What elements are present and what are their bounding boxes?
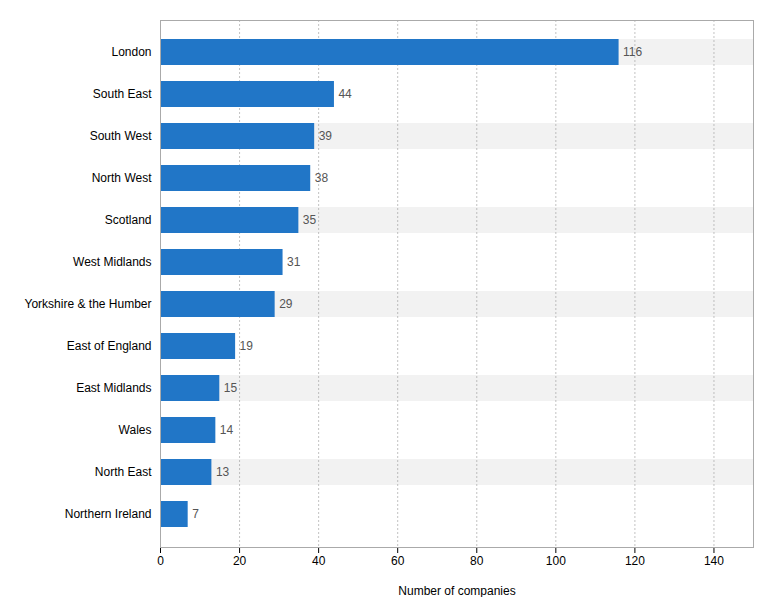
svg-text:0: 0 [157,554,164,568]
svg-text:39: 39 [319,129,333,143]
svg-text:15: 15 [224,381,238,395]
svg-text:North West: North West [92,171,152,185]
svg-text:Number of companies: Number of companies [398,584,515,597]
svg-text:Northern Ireland: Northern Ireland [65,507,152,521]
svg-text:Scotland: Scotland [105,213,152,227]
svg-text:140: 140 [704,554,724,568]
svg-text:60: 60 [391,554,405,568]
svg-text:31: 31 [287,255,301,269]
svg-text:20: 20 [233,554,247,568]
svg-text:38: 38 [315,171,329,185]
svg-text:13: 13 [216,465,230,479]
svg-text:London: London [111,45,151,59]
svg-text:40: 40 [312,554,326,568]
svg-text:South West: South West [90,129,152,143]
svg-text:14: 14 [220,423,234,437]
svg-text:120: 120 [625,554,645,568]
svg-text:South East: South East [93,87,152,101]
svg-text:East Midlands: East Midlands [76,381,151,395]
svg-text:Wales: Wales [119,423,152,437]
svg-text:Yorkshire & the Humber: Yorkshire & the Humber [25,297,152,311]
svg-text:29: 29 [279,297,293,311]
svg-text:100: 100 [546,554,566,568]
svg-text:35: 35 [303,213,317,227]
svg-text:East of England: East of England [67,339,152,353]
svg-text:West Midlands: West Midlands [73,255,151,269]
svg-text:80: 80 [470,554,484,568]
svg-text:44: 44 [338,87,352,101]
svg-text:19: 19 [240,339,254,353]
svg-text:7: 7 [192,507,199,521]
svg-text:116: 116 [623,45,642,59]
svg-text:North East: North East [95,465,152,479]
